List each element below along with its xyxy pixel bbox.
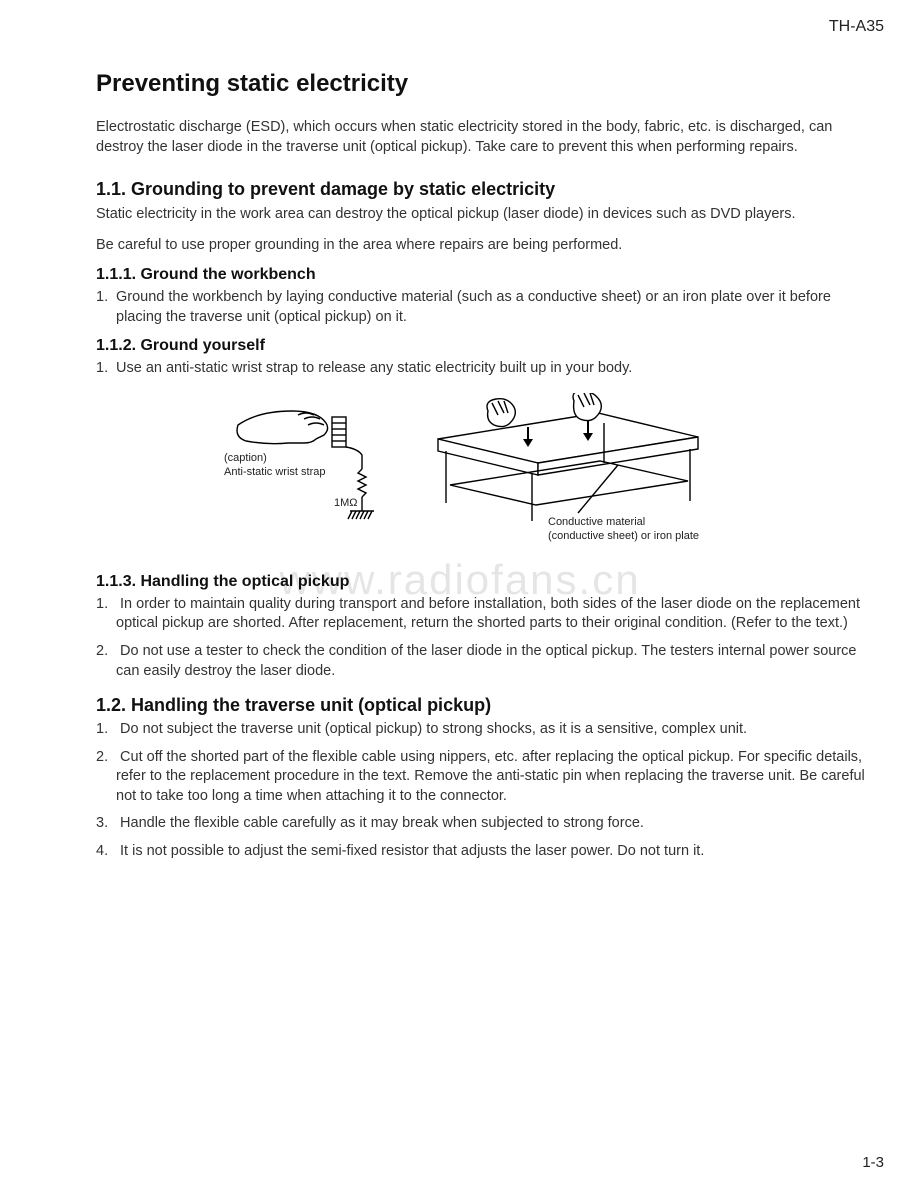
section-1-2-list: 1. Do not subject the traverse unit (opt… <box>96 720 880 861</box>
section-1-1-2-list: 1.Use an anti-static wrist strap to rele… <box>96 359 880 379</box>
intro-paragraph: Electrostatic discharge (ESD), which occ… <box>96 118 880 157</box>
list-item: 1.Use an anti-static wrist strap to rele… <box>96 359 880 379</box>
figure-table-label-2: (conductive sheet) or iron plate <box>548 530 699 542</box>
list-item: 1. In order to maintain quality during t… <box>96 595 880 634</box>
page-root: TH-A35 Preventing static electricity Ele… <box>0 0 920 1191</box>
figure-caption-label: (caption) <box>224 452 267 464</box>
list-item-text: Do not subject the traverse unit (optica… <box>120 721 747 737</box>
list-item-text: In order to maintain quality during tran… <box>116 596 860 632</box>
figure-grounding-diagram: (caption) Anti-static wrist strap 1MΩ Co… <box>228 393 748 563</box>
section-1-1-1-list: 1.Ground the workbench by laying conduct… <box>96 288 880 327</box>
list-item-text: It is not possible to adjust the semi-fi… <box>120 843 704 859</box>
footer-page-number: 1-3 <box>862 1154 884 1171</box>
section-1-1-p2: Be careful to use proper grounding in th… <box>96 235 880 256</box>
figure-caption-right: Conductive material (conductive sheet) o… <box>548 515 699 544</box>
list-item: 2. Do not use a tester to check the cond… <box>96 642 880 681</box>
section-1-2-heading: 1.2. Handling the traverse unit (optical… <box>96 695 880 716</box>
figure-caption-left: (caption) Anti-static wrist strap <box>224 451 325 480</box>
list-item: 2. Cut off the shorted part of the flexi… <box>96 748 880 807</box>
list-item-text: Cut off the shorted part of the flexible… <box>116 749 865 804</box>
list-item-text: Use an anti-static wrist strap to releas… <box>116 360 632 376</box>
figure-strap-label: Anti-static wrist strap <box>224 466 325 478</box>
list-item-text: Handle the flexible cable carefully as i… <box>120 815 644 831</box>
list-item-text: Do not use a tester to check the conditi… <box>116 643 856 679</box>
figure-resistor-label: 1MΩ <box>334 497 358 509</box>
section-1-1-heading: 1.1. Grounding to prevent damage by stat… <box>96 179 880 200</box>
list-item: 3. Handle the flexible cable carefully a… <box>96 814 880 834</box>
section-1-1-3-heading: 1.1.3. Handling the optical pickup <box>96 573 880 591</box>
section-1-1-p1: Static electricity in the work area can … <box>96 204 880 225</box>
list-item: 1. Do not subject the traverse unit (opt… <box>96 720 880 740</box>
header-model-code: TH-A35 <box>829 18 884 36</box>
list-item: 4. It is not possible to adjust the semi… <box>96 842 880 862</box>
list-item: 1.Ground the workbench by laying conduct… <box>96 288 880 327</box>
figure-table-label-1: Conductive material <box>548 516 645 528</box>
section-1-1-3-list: 1. In order to maintain quality during t… <box>96 595 880 681</box>
page-title: Preventing static electricity <box>96 70 880 98</box>
section-1-1-1-heading: 1.1.1. Ground the workbench <box>96 266 880 284</box>
section-1-1-2-heading: 1.1.2. Ground yourself <box>96 337 880 355</box>
list-item-text: Ground the workbench by laying conductiv… <box>116 289 831 325</box>
